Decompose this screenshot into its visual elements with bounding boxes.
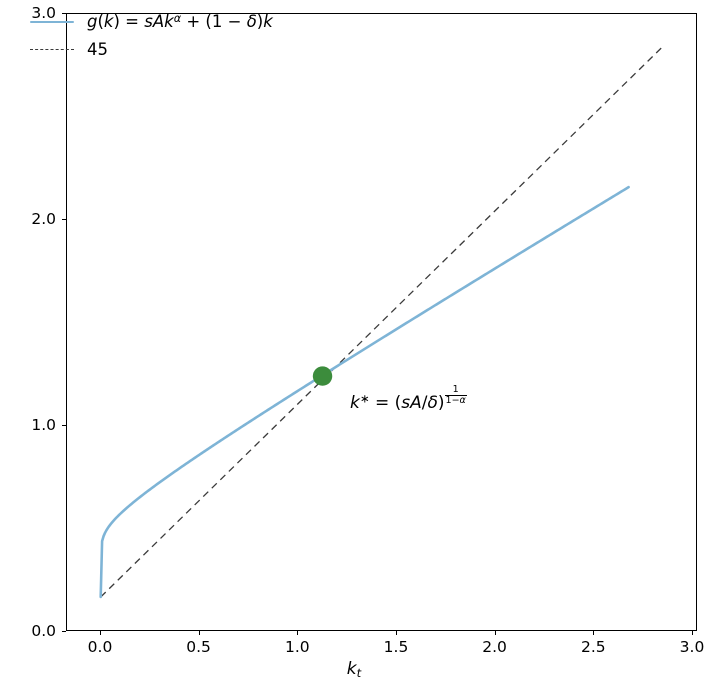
legend-entry-curve: g(k) = sAkα + (1 − δ)k <box>30 12 273 31</box>
chart-legend: g(k) = sAkα + (1 − δ)k 45 <box>30 12 273 59</box>
xtick-label-0: 0.0 <box>87 638 113 656</box>
chart-svg <box>99 46 663 599</box>
steady-state-point <box>312 366 333 386</box>
xtick-label-5: 2.5 <box>580 638 606 656</box>
ytick-mark-2 <box>62 219 66 220</box>
legend-swatch-dashed-line-icon <box>30 42 74 58</box>
x-axis-label: kt <box>346 659 362 681</box>
xtick-mark-0 <box>100 631 101 635</box>
ytick-mark-3 <box>62 13 66 14</box>
xtick-mark-3 <box>396 631 397 635</box>
ytick-mark-0 <box>62 631 66 632</box>
xtick-label-6: 3.0 <box>679 638 705 656</box>
ytick-label-2: 2.0 <box>31 210 56 228</box>
plot-axes-frame <box>66 13 697 631</box>
xtick-mark-6 <box>692 631 693 635</box>
legend-label-forty-five: 45 <box>87 40 108 60</box>
xtick-mark-5 <box>593 631 595 635</box>
xtick-label-4: 2.0 <box>482 638 507 656</box>
xtick-label-2: 1.0 <box>284 638 310 656</box>
legend-label-curve: g(k) = sAkα + (1 − δ)k <box>87 12 273 32</box>
ytick-label-0: 0.0 <box>31 622 56 640</box>
ytick-mark-1 <box>62 425 66 426</box>
xtick-label-3: 1.5 <box>383 638 409 656</box>
transition-function-curve <box>99 185 630 599</box>
legend-entry-forty-five: 45 <box>30 40 273 59</box>
xtick-mark-1 <box>198 631 200 635</box>
ytick-label-1: 1.0 <box>31 416 56 434</box>
legend-swatch-solid-line-icon <box>30 14 74 30</box>
ytick-label-3: 3.0 <box>31 4 56 22</box>
forty-five-degree-line <box>100 46 663 598</box>
xtick-label-1: 0.5 <box>186 638 211 656</box>
xtick-mark-4 <box>494 631 496 635</box>
xtick-mark-2 <box>297 631 299 635</box>
steady-state-annotation: k∗ = (sA/δ) 1 1−α <box>350 384 467 413</box>
